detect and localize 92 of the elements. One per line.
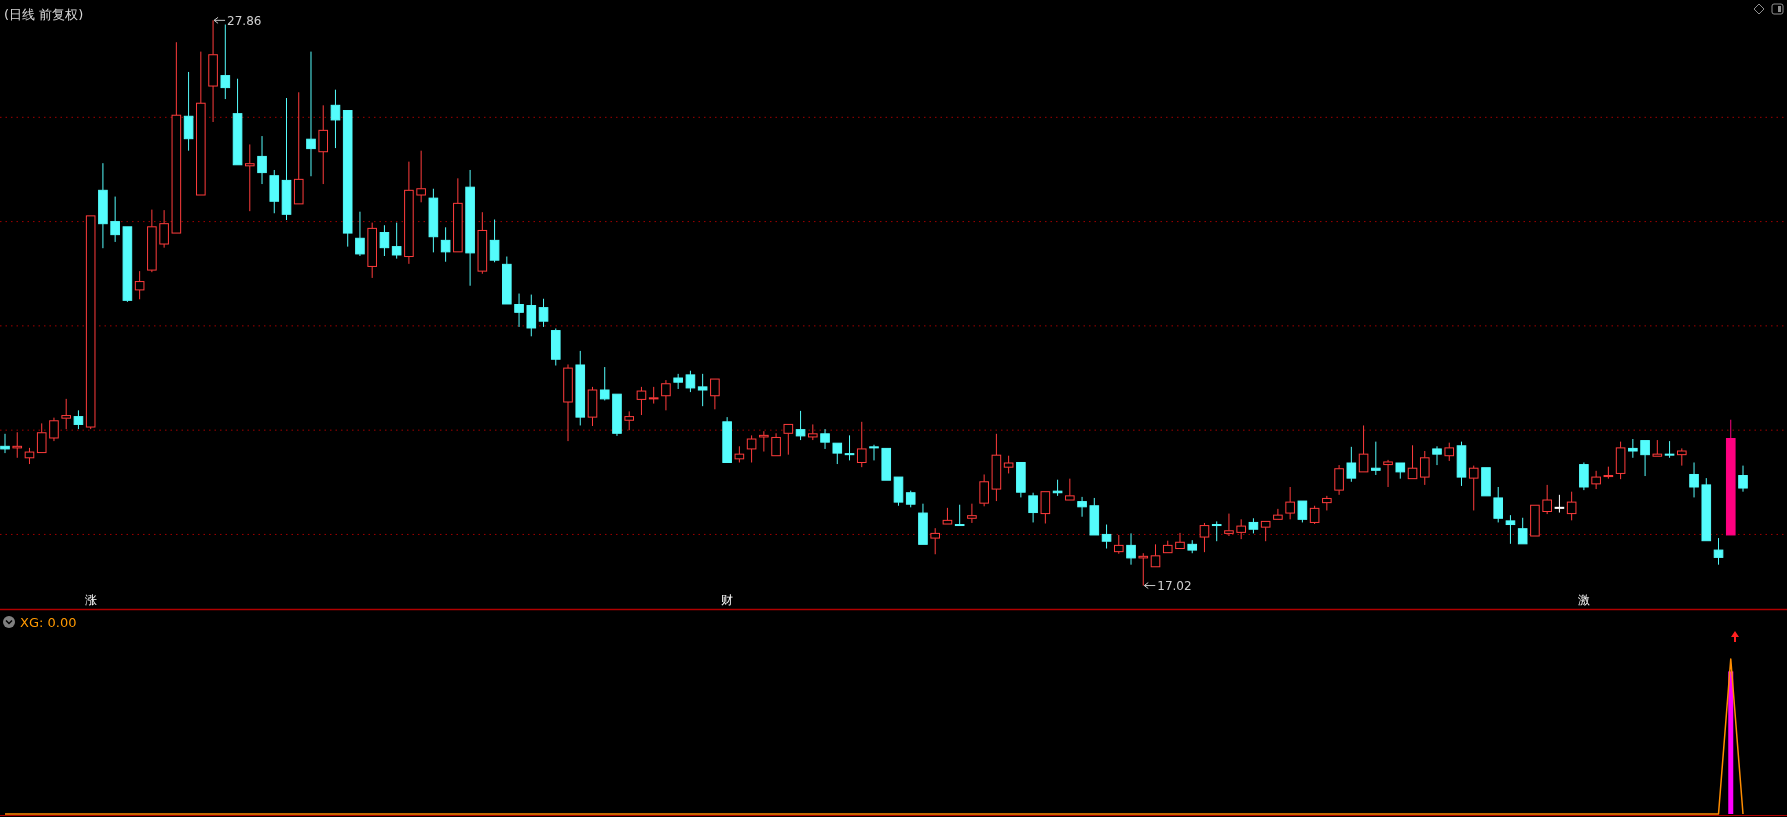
candlestick [12,431,23,459]
candlestick [1175,532,1185,550]
candlestick [1224,513,1234,537]
candlestick [1358,424,1369,473]
candlestick [612,393,622,437]
candlestick [722,416,732,463]
candlestick [1407,444,1418,480]
candlestick [1113,534,1124,555]
candlestick [330,89,341,149]
candlestick [453,177,463,253]
candlestick [1530,504,1540,537]
candlestick [1065,478,1075,501]
candlestick [1725,419,1736,536]
candlestick [1016,461,1026,498]
candlestick [1481,467,1491,497]
candlestick [1260,520,1271,542]
candlestick [514,293,524,328]
candlestick [220,24,231,100]
x-tick-label: 激 [1577,593,1590,608]
candlestick [869,444,879,461]
candlestick [1211,520,1222,542]
candlestick [967,503,977,524]
candlestick [416,150,426,203]
candlestick [1334,464,1344,496]
candlestick [661,379,671,411]
candlestick [771,432,781,457]
candlestick [1273,508,1283,520]
candlestick [1150,543,1161,568]
candlestick [991,433,1002,502]
candlestick [183,71,194,152]
candlestick [36,422,47,454]
candlestick [832,442,843,465]
candlestick [759,430,769,453]
candlestick [624,410,635,431]
candlestick [1738,465,1748,493]
candlestick [1713,537,1724,566]
candlestick [1040,491,1051,524]
candlestick [379,224,390,257]
candlestick [550,327,561,366]
candlestick [440,226,451,263]
candlestick [147,209,157,273]
annotation: 17.02 [1157,578,1192,593]
x-tick-label: 涨 [84,593,97,608]
candlestick [49,417,59,442]
candlestick [110,196,120,243]
candlestick [293,91,304,205]
candlestick [196,51,206,196]
annotation: 27.86 [227,13,262,28]
candlestick [1640,440,1650,477]
candlestick [0,433,10,454]
candlestick [1383,459,1393,488]
candlestick [1554,494,1565,514]
candlestick [1126,532,1136,566]
candlestick [355,211,365,257]
candlestick [342,110,353,248]
candlestick [697,373,708,407]
candlestick [1322,495,1332,511]
candlestick [1101,524,1112,550]
candlestick [1285,486,1295,520]
candlestick [1517,517,1528,545]
candlestick [1077,496,1087,518]
candlestick [1138,552,1149,587]
candlestick [710,378,720,410]
candlestick [918,503,928,545]
candlestick [1432,445,1442,466]
candlestick [1028,492,1038,523]
candlestick [404,161,414,265]
candlestick [881,447,892,481]
candlestick [465,169,475,287]
candlestick [820,428,830,450]
candlestick [1689,461,1699,498]
candlestick [244,143,255,212]
candlestick [954,504,965,527]
chart-title: XG: 0.00 [20,614,77,630]
candlestick [257,135,267,185]
candlestick [61,398,71,430]
x-tick-label: 财 [721,593,734,608]
candlestick [318,104,329,185]
text: (日线 前复权) [4,6,84,22]
candlestick [171,41,182,234]
candlestick [98,162,108,249]
candlestick [306,51,316,177]
candlestick [208,19,218,123]
candlestick [783,423,794,456]
candlestick [563,363,573,442]
candlestick [232,78,243,166]
candlestick [1591,470,1601,490]
candlestick [159,209,169,249]
candlestick [1579,461,1589,491]
candlestick [1652,439,1663,457]
candlestick [930,527,940,555]
candlestick [942,507,953,525]
